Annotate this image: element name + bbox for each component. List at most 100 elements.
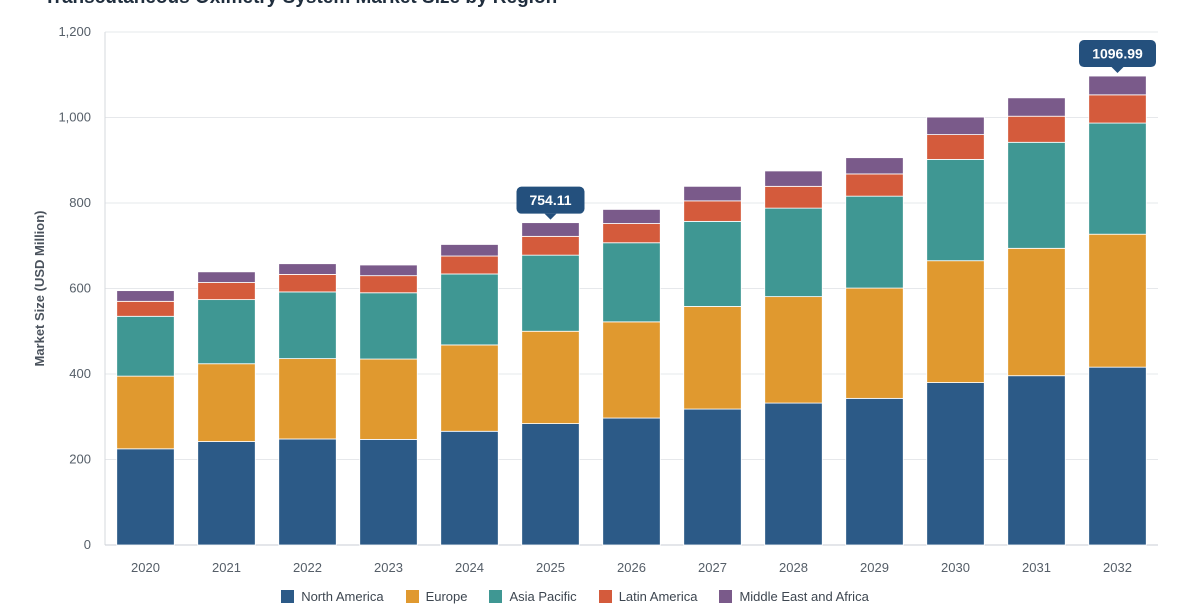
bar-segment xyxy=(278,263,337,275)
y-tick-label: 0 xyxy=(84,537,91,552)
bar-segment xyxy=(1088,75,1147,96)
bar-segment xyxy=(602,417,661,546)
bar-segment xyxy=(197,271,256,283)
bar-segment xyxy=(359,358,418,440)
bar-segment xyxy=(116,290,175,302)
bar-segment xyxy=(440,430,499,546)
bar-segment xyxy=(116,315,175,377)
bar-segment xyxy=(602,223,661,244)
legend-item: Latin America xyxy=(598,589,697,604)
callout-box xyxy=(516,186,585,214)
bar-segment xyxy=(116,448,175,546)
bar-segment xyxy=(197,282,256,301)
bar-segment xyxy=(521,254,580,332)
callout-pointer xyxy=(1111,67,1124,74)
bar-segment xyxy=(116,375,175,450)
x-tick-label: 2028 xyxy=(779,560,808,575)
legend-label: Asia Pacific xyxy=(509,589,577,604)
bar-segment xyxy=(197,441,256,546)
bar-segment xyxy=(359,439,418,546)
bar-segment xyxy=(926,158,985,262)
bar-segment xyxy=(278,291,337,360)
x-tick-label: 2030 xyxy=(941,560,970,575)
callout-pointer xyxy=(544,213,557,220)
bar-segment xyxy=(521,330,580,424)
bar-segment xyxy=(683,185,742,202)
x-tick-label: 2023 xyxy=(374,560,403,575)
y-tick-label: 200 xyxy=(69,452,91,467)
legend-item: North America xyxy=(281,589,384,604)
bar-segment xyxy=(926,116,985,136)
bar-segment xyxy=(845,173,904,197)
y-tick-label: 1,000 xyxy=(58,110,91,125)
bar-segment xyxy=(1088,366,1147,546)
bar-segment xyxy=(1007,115,1066,143)
x-tick-label: 2031 xyxy=(1022,560,1051,575)
bar-segment xyxy=(440,344,499,432)
y-tick-label: 800 xyxy=(69,195,91,210)
bar-segment xyxy=(278,273,337,293)
x-tick-label: 2025 xyxy=(536,560,565,575)
bar-segment xyxy=(1088,233,1147,368)
bar-segment xyxy=(764,185,823,209)
legend-swatch xyxy=(719,590,733,603)
callout-label: 754.11 xyxy=(529,192,571,208)
x-tick-label: 2022 xyxy=(293,560,322,575)
bar-segment xyxy=(764,402,823,546)
bar-segment xyxy=(278,438,337,546)
bar-segment xyxy=(1007,97,1066,117)
legend-swatch xyxy=(489,590,503,603)
bar-segment xyxy=(197,299,256,365)
bar-segment xyxy=(1088,94,1147,124)
bar-segment xyxy=(359,264,418,277)
bar-segment xyxy=(602,209,661,224)
bar-segment xyxy=(845,287,904,399)
legend-label: North America xyxy=(301,589,384,604)
x-tick-label: 2032 xyxy=(1103,560,1132,575)
x-tick-label: 2026 xyxy=(617,560,646,575)
bar-segment xyxy=(845,157,904,175)
bar-segment xyxy=(359,292,418,360)
bar-segment xyxy=(359,275,418,294)
bar-segment xyxy=(764,296,823,404)
bar-segment xyxy=(1007,247,1066,377)
bar-segment xyxy=(1007,141,1066,249)
x-tick-label: 2020 xyxy=(131,560,160,575)
bar-segment xyxy=(440,244,499,257)
bar-segment xyxy=(845,397,904,546)
bar-segment xyxy=(1088,122,1147,235)
bar-segment xyxy=(440,273,499,346)
bar-segment xyxy=(764,170,823,187)
y-axis-title: Market Size (USD Million) xyxy=(32,210,47,366)
callout-box xyxy=(1079,40,1156,68)
legend-item: Europe xyxy=(405,589,468,604)
y-tick-label: 400 xyxy=(69,366,91,381)
x-tick-label: 2029 xyxy=(860,560,889,575)
x-tick-label: 2027 xyxy=(698,560,727,575)
legend-swatch xyxy=(598,590,612,603)
bar-segment xyxy=(197,363,256,442)
bar-segment xyxy=(683,408,742,546)
bar-segment xyxy=(683,220,742,307)
bar-segment xyxy=(926,134,985,160)
y-tick-label: 1,200 xyxy=(58,24,91,39)
bar-segment xyxy=(926,260,985,383)
bar-segment xyxy=(764,207,823,298)
bar-segment xyxy=(278,358,337,440)
bar-segment xyxy=(440,255,499,275)
bar-segment xyxy=(683,306,742,410)
bar-segment xyxy=(521,423,580,546)
y-tick-label: 600 xyxy=(69,281,91,296)
bar-segment xyxy=(845,195,904,289)
legend-label: Europe xyxy=(425,589,468,604)
bar-segment xyxy=(116,300,175,317)
chart-legend: North America Europe Asia Pacific Latin Ame… xyxy=(0,589,1150,604)
legend-label: Middle East and Africa xyxy=(739,589,869,604)
legend-item: Asia Pacific xyxy=(489,589,577,604)
bar-segment xyxy=(602,242,661,323)
callout-label: 1096.99 xyxy=(1092,46,1143,62)
chart-title: Transcutaneous Oximetry System Market Si… xyxy=(44,0,557,9)
bar-segment xyxy=(1007,375,1066,546)
bar-segment xyxy=(602,321,661,419)
